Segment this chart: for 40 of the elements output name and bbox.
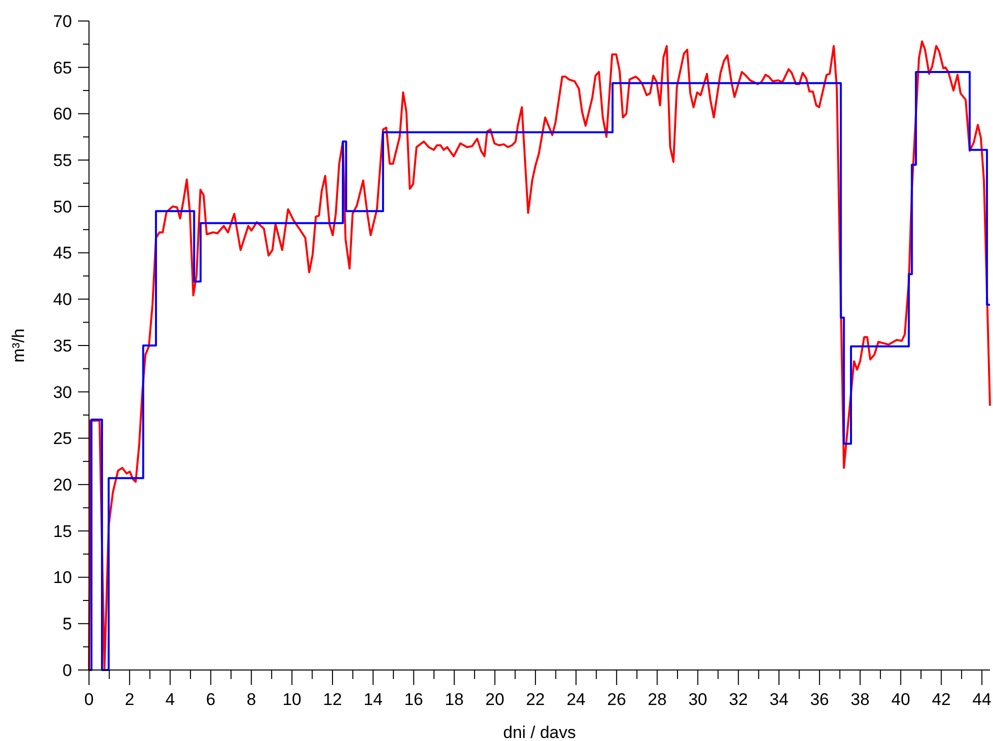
- x-tick-label: 22: [526, 690, 545, 709]
- x-tick-label: 12: [323, 690, 342, 709]
- x-tick-label: 4: [165, 690, 175, 709]
- x-tick-label: 8: [246, 690, 256, 709]
- y-tick-label: 60: [53, 104, 72, 124]
- x-tick-label: 26: [607, 690, 626, 709]
- y-axis-title: m³/h: [9, 328, 28, 362]
- y-tick-label: 55: [53, 151, 72, 170]
- x-tick-label: 40: [891, 690, 910, 709]
- y-tick-label: 70: [53, 12, 72, 31]
- x-tick-label: 38: [850, 690, 870, 709]
- x-tick-label: 44: [972, 690, 992, 709]
- y-tick-label: 10: [53, 568, 72, 588]
- x-tick-label: 30: [688, 690, 708, 709]
- y-tick-label: 25: [53, 429, 72, 448]
- x-tick-label: 34: [769, 690, 788, 709]
- x-tick-label: 24: [566, 690, 586, 709]
- x-axis-title: dni / davs: [503, 723, 576, 741]
- x-tick-label: 16: [404, 690, 424, 709]
- x-tick-label: 32: [728, 690, 748, 709]
- y-tick-label: 35: [53, 336, 72, 356]
- y-tick-label: 40: [53, 290, 72, 310]
- y-tick-label: 30: [53, 382, 72, 402]
- x-tick-label: 6: [206, 690, 216, 709]
- x-tick-label: 2: [124, 690, 134, 709]
- x-tick-label: 28: [648, 690, 667, 709]
- y-tick-label: 15: [53, 522, 72, 541]
- x-tick-label: 18: [444, 690, 464, 709]
- x-tick-label: 36: [810, 690, 829, 709]
- y-tick-label: 45: [53, 244, 72, 263]
- y-tick-label: 65: [53, 58, 72, 78]
- x-tick-label: 0: [84, 690, 94, 709]
- y-tick-label: 20: [53, 476, 72, 495]
- y-tick-label: 50: [53, 197, 72, 216]
- x-tick-label: 42: [932, 690, 951, 709]
- y-tick-label: 0: [62, 660, 72, 680]
- y-tick-label: 5: [62, 614, 72, 634]
- x-tick-label: 14: [364, 690, 383, 709]
- x-tick-label: 10: [282, 690, 302, 709]
- x-tick-label: 20: [485, 690, 504, 709]
